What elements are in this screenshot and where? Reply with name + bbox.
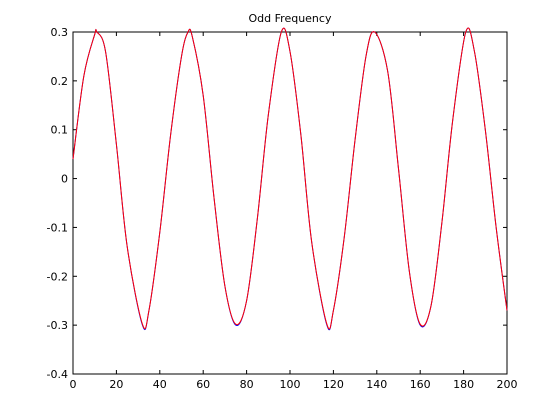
x-tick-label: 0	[70, 378, 77, 391]
x-tick-label: 180	[453, 378, 474, 391]
x-tick-label: 80	[240, 378, 254, 391]
x-tick-label: 140	[366, 378, 387, 391]
x-tick-label: 60	[196, 378, 210, 391]
x-tick-label: 20	[109, 378, 123, 391]
y-tick-label: 0	[61, 173, 68, 186]
y-tick-label: 0.1	[51, 124, 69, 137]
x-tick-label: 160	[410, 378, 431, 391]
y-tick-label: -0.3	[47, 319, 68, 332]
x-tick-label: 40	[153, 378, 167, 391]
series-line-2	[72, 27, 508, 330]
y-tick-label: -0.2	[47, 270, 68, 283]
y-tick-label: 0.3	[51, 26, 69, 39]
x-tick-label: 120	[323, 378, 344, 391]
y-tick-label: 0.2	[51, 75, 69, 88]
y-tick-label: -0.1	[47, 221, 68, 234]
plot-area: 0 20 40 60 80 100 120 140 160 180 200 -0.4 -0.3 -0.2 -…	[47, 26, 518, 391]
chart-title: Odd Frequency	[249, 12, 332, 25]
x-tick-label: 100	[280, 378, 301, 391]
axes-box	[72, 31, 508, 375]
x-tick-label: 200	[497, 378, 518, 391]
y-tick-label: -0.4	[47, 368, 68, 381]
